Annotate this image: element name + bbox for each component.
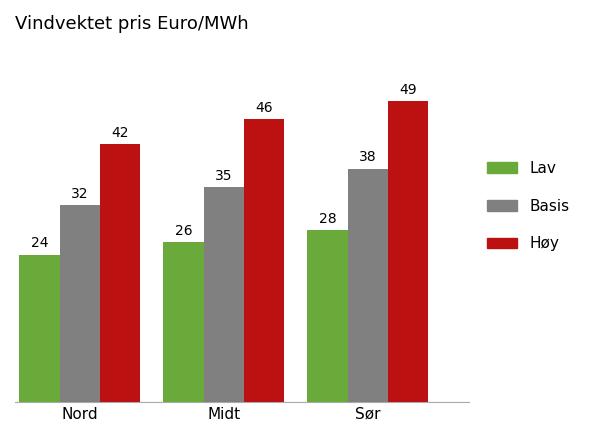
Bar [244, 119, 284, 402]
Text: 49: 49 [400, 83, 417, 97]
Text: 26: 26 [175, 224, 192, 238]
Bar [100, 144, 140, 402]
Text: 35: 35 [215, 169, 233, 183]
Bar [388, 101, 428, 402]
Text: 38: 38 [359, 150, 376, 164]
Text: 32: 32 [71, 187, 89, 201]
Bar [60, 205, 100, 402]
Text: Vindvektet pris Euro/MWh: Vindvektet pris Euro/MWh [15, 15, 249, 33]
Bar [163, 243, 204, 402]
Text: 28: 28 [319, 212, 336, 226]
Bar [204, 187, 244, 402]
Text: 42: 42 [111, 126, 129, 140]
Text: 46: 46 [255, 101, 273, 115]
Legend: Lav, Basis, Høy: Lav, Basis, Høy [481, 155, 576, 257]
Bar [348, 169, 388, 402]
Bar [20, 255, 60, 402]
Text: 24: 24 [31, 236, 48, 250]
Bar [307, 230, 348, 402]
